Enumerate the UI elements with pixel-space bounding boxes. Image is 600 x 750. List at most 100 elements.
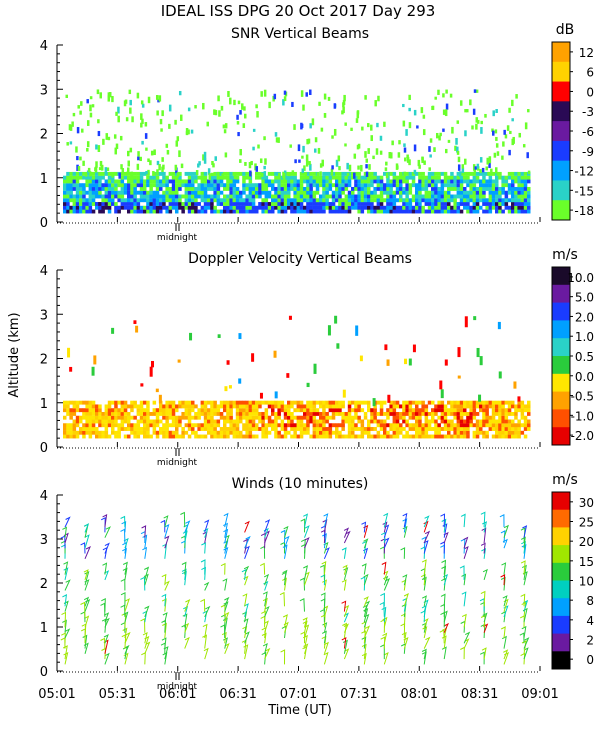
wind-barb <box>423 515 430 528</box>
snr-cell <box>271 198 275 203</box>
snr-cell <box>88 186 93 191</box>
snr-cell <box>399 186 403 191</box>
snr-cell <box>440 179 445 184</box>
snr-cell <box>527 179 531 184</box>
snr-cell <box>206 121 210 127</box>
snr-cell <box>511 202 515 206</box>
doppler-cell <box>479 404 483 409</box>
doppler-cell <box>497 321 501 330</box>
snr-cell <box>511 138 514 146</box>
snr-cell <box>120 186 125 191</box>
snr-cell <box>389 186 393 191</box>
doppler-cell <box>392 415 397 420</box>
doppler-cell <box>255 408 259 413</box>
snr-cell <box>379 186 384 191</box>
snr-cell <box>181 179 185 184</box>
doppler-cell <box>143 427 147 431</box>
doppler-cell <box>251 427 256 431</box>
snr-cell <box>472 183 477 188</box>
doppler-cell <box>383 419 387 424</box>
snr-cell <box>405 171 409 176</box>
colorbar-swatch <box>552 356 570 375</box>
doppler-cell <box>495 408 499 413</box>
doppler-cell <box>194 415 198 420</box>
snr-cell <box>503 129 506 135</box>
snr-cell <box>395 175 400 180</box>
doppler-cell <box>447 411 451 416</box>
snr-cell <box>203 190 208 195</box>
doppler-cell <box>197 434 201 439</box>
snr-cell <box>327 96 331 101</box>
doppler-cell <box>472 411 477 416</box>
doppler-cell <box>213 434 217 439</box>
snr-cell <box>520 202 525 206</box>
snr-cell <box>245 202 249 206</box>
wind-barb <box>260 532 266 549</box>
y-tick-label: 2 <box>40 577 48 592</box>
doppler-cell <box>271 408 275 413</box>
snr-cell <box>431 198 435 203</box>
doppler-cell <box>498 415 502 420</box>
snr-cell <box>434 209 438 214</box>
snr-cell <box>347 179 352 184</box>
y-tick-label: 3 <box>40 83 48 98</box>
doppler-cell <box>191 404 195 409</box>
snr-cell <box>298 159 301 163</box>
doppler-cell <box>203 411 208 416</box>
doppler-cell <box>392 408 397 413</box>
snr-cell <box>459 209 464 214</box>
colorbar-label: 30 <box>579 496 594 510</box>
colorbar-swatch <box>552 427 570 446</box>
doppler-cell <box>347 430 352 435</box>
snr-cell <box>437 171 441 176</box>
snr-cell <box>152 209 157 214</box>
snr-cell <box>86 147 89 152</box>
snr-cell <box>306 179 310 184</box>
snr-cell <box>344 202 349 206</box>
snr-cell <box>263 89 267 97</box>
snr-cell <box>402 186 406 191</box>
snr-cell <box>399 198 403 203</box>
doppler-cell <box>341 404 345 409</box>
snr-cell <box>210 198 214 203</box>
doppler-cell <box>296 427 301 431</box>
doppler-cell <box>405 408 409 413</box>
snr-cell <box>63 190 67 195</box>
colorbar-swatch <box>552 42 570 63</box>
snr-cell <box>174 119 177 125</box>
snr-cell <box>197 163 200 168</box>
doppler-cell <box>383 430 387 435</box>
snr-cell <box>368 172 372 179</box>
snr-cell <box>115 143 119 150</box>
doppler-cell <box>107 404 112 409</box>
snr-cell <box>111 202 115 206</box>
snr-cell <box>376 198 381 203</box>
snr-cell <box>385 161 388 166</box>
doppler-cell <box>85 419 89 424</box>
snr-cell <box>376 179 381 184</box>
snr-cell <box>501 198 505 203</box>
snr-cell <box>197 183 201 188</box>
doppler-cell <box>165 434 169 439</box>
snr-cell <box>282 172 286 180</box>
wind-barb <box>519 615 525 628</box>
snr-cell <box>475 205 480 210</box>
doppler-cell <box>395 434 400 439</box>
snr-cell <box>216 194 221 199</box>
snr-cell <box>379 209 384 214</box>
snr-cell <box>203 209 208 214</box>
snr-cell <box>354 194 358 199</box>
doppler-cell <box>511 411 515 416</box>
snr-cell <box>301 168 305 174</box>
doppler-cell <box>415 427 419 431</box>
doppler-cell <box>251 411 256 416</box>
wind-barb <box>241 568 247 580</box>
doppler-cell <box>194 430 198 435</box>
doppler-cell <box>488 423 493 428</box>
snr-cell <box>354 186 358 191</box>
wind-barb <box>463 631 471 644</box>
snr-cell <box>517 194 521 199</box>
doppler-cell <box>498 427 502 431</box>
snr-cell <box>456 194 461 199</box>
snr-cell <box>498 186 502 191</box>
